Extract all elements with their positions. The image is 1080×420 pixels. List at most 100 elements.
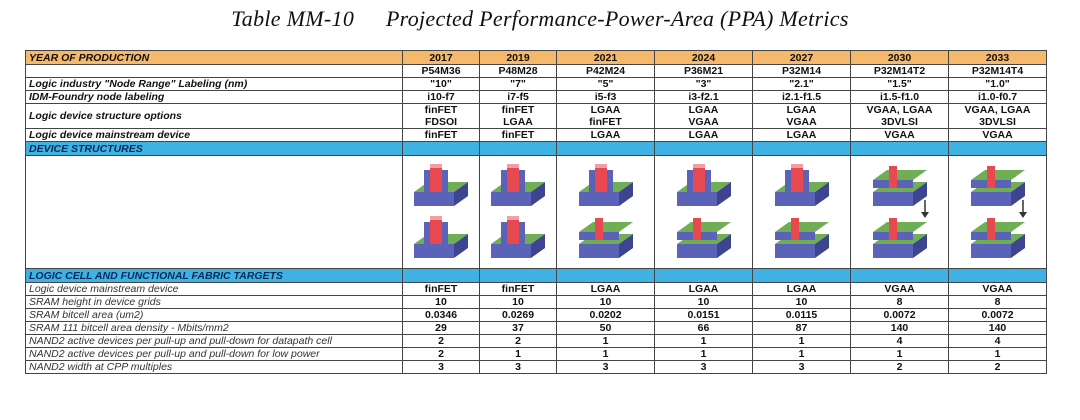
logic-cell-targets-header: LOGIC CELL AND FUNCTIONAL FABRIC TARGETS [25, 268, 1047, 283]
device-image-cell [479, 155, 557, 269]
table-row: Logic industry "Node Range" Labeling (nm… [25, 77, 1047, 91]
cell-value: 2030 [850, 50, 949, 65]
finfet-device-icon [406, 160, 476, 264]
cell-value: 2017 [402, 50, 480, 65]
cell-value: finFET LGAA [479, 103, 557, 129]
cell-value: "7" [479, 77, 557, 91]
option-line-1: finFET [501, 104, 535, 117]
option-line-2: VGAA [688, 116, 719, 128]
cell-value: 0.0269 [479, 308, 557, 322]
cell-value: VGAA, LGAA 3DVLSI [850, 103, 949, 129]
table-row: SRAM bitcell area (um2) 0.0346 0.0269 0.020… [25, 308, 1047, 322]
section-cell [402, 268, 480, 283]
device-image-cell [402, 155, 480, 269]
mainstream-row: Logic device mainstream device finFET finF… [25, 128, 1047, 142]
table-row: SRAM height in device grids 10 10 10 10 10 8 8 [25, 295, 1047, 309]
cell-value: finFET [402, 282, 480, 296]
table-row: NAND2 active devices per pull-up and pul… [25, 347, 1047, 361]
option-line-2: finFET [589, 116, 622, 128]
cell-value: 2027 [752, 50, 851, 65]
vgaa-stack-device-icon [952, 160, 1043, 264]
cell-value: 1 [654, 334, 753, 348]
cell-value: P54M36 [402, 64, 480, 78]
lgaa-device-icon [756, 160, 847, 264]
cell-value: 4 [948, 334, 1047, 348]
section-title: DEVICE STRUCTURES [25, 141, 403, 156]
table-row: IDM-Foundry node labeling i10-f7 i7-f5 i5-f… [25, 90, 1047, 104]
cell-value: VGAA [948, 128, 1047, 142]
row-label: NAND2 active devices per pull-up and pul… [25, 334, 403, 348]
cell-value: 10 [752, 295, 851, 309]
cell-value: finFET [479, 128, 557, 142]
section-cell [850, 268, 949, 283]
cell-value: 0.0346 [402, 308, 480, 322]
section-cell [752, 141, 851, 156]
cell-value: 2019 [479, 50, 557, 65]
section-cell [654, 268, 753, 283]
cell-value: VGAA [850, 128, 949, 142]
cell-value: 66 [654, 321, 753, 335]
cell-value: P32M14T2 [850, 64, 949, 78]
option-line-1: LGAA [688, 104, 719, 117]
row-label: NAND2 width at CPP multiples [25, 360, 403, 374]
cell-value: VGAA [948, 282, 1047, 296]
cell-value: "10" [402, 77, 480, 91]
section-cell [948, 141, 1047, 156]
row-label: Logic device mainstream device [25, 282, 403, 296]
section-cell [556, 268, 655, 283]
row-label: SRAM 111 bitcell area density - Mbits/mm… [25, 321, 403, 335]
section-cell [556, 141, 655, 156]
cell-value: 10 [402, 295, 480, 309]
cell-value: 2033 [948, 50, 1047, 65]
cell-value: LGAA [752, 282, 851, 296]
cell-value: 37 [479, 321, 557, 335]
cell-value: 2021 [556, 50, 655, 65]
cell-value: 3 [654, 360, 753, 374]
row-label [25, 155, 403, 269]
cell-value: finFET [402, 128, 480, 142]
cell-value: 4 [850, 334, 949, 348]
cell-value: P48M28 [479, 64, 557, 78]
cell-value: 0.0072 [850, 308, 949, 322]
structure-options-row: Logic device structure options finFET FDSO… [25, 103, 1047, 129]
cell-value: 2 [402, 334, 480, 348]
table-row: NAND2 width at CPP multiples 3 3 3 3 3 2 2 [25, 360, 1047, 374]
cell-value: P32M14T4 [948, 64, 1047, 78]
cell-value: LGAA finFET [556, 103, 655, 129]
cell-value: finFET [479, 282, 557, 296]
table-id: Table MM-10 [231, 6, 355, 31]
cell-value: i5-f3 [556, 90, 655, 104]
cell-value: "3" [654, 77, 753, 91]
pitch-row: P54M36 P48M28 P42M24 P36M21 P32M14 P32M14T2 P3… [25, 64, 1047, 78]
option-line-2: 3DVLSI [979, 116, 1016, 128]
cell-value: LGAA [556, 128, 655, 142]
section-cell [402, 141, 480, 156]
row-label [25, 64, 403, 78]
cell-value: 0.0202 [556, 308, 655, 322]
table-row: SRAM 111 bitcell area density - Mbits/mm… [25, 321, 1047, 335]
section-cell [654, 141, 753, 156]
cell-value: 1 [556, 334, 655, 348]
ppa-metrics-table: YEAR OF PRODUCTION 2017 2019 2021 2024 2027 20… [25, 50, 1047, 374]
cell-value: 2 [402, 347, 480, 361]
section-title: LOGIC CELL AND FUNCTIONAL FABRIC TARGETS [25, 268, 403, 283]
cell-value: P36M21 [654, 64, 753, 78]
option-line-2: LGAA [503, 116, 533, 128]
cell-value: 3 [556, 360, 655, 374]
device-image-cell [850, 155, 949, 269]
cell-value: 1 [556, 347, 655, 361]
cell-value: 87 [752, 321, 851, 335]
row-label: YEAR OF PRODUCTION [25, 50, 403, 65]
device-image-cell [556, 155, 655, 269]
row-label: Logic device mainstream device [25, 128, 403, 142]
cell-value: 2024 [654, 50, 753, 65]
device-image-cell [654, 155, 753, 269]
cell-value: 1 [479, 347, 557, 361]
cell-value: i10-f7 [402, 90, 480, 104]
lgaa-device-icon [560, 160, 651, 264]
cell-value: i7-f5 [479, 90, 557, 104]
cell-value: 1 [752, 347, 851, 361]
cell-value: finFET FDSOI [402, 103, 480, 129]
finfet-device-icon [483, 160, 553, 264]
cell-value: 10 [556, 295, 655, 309]
